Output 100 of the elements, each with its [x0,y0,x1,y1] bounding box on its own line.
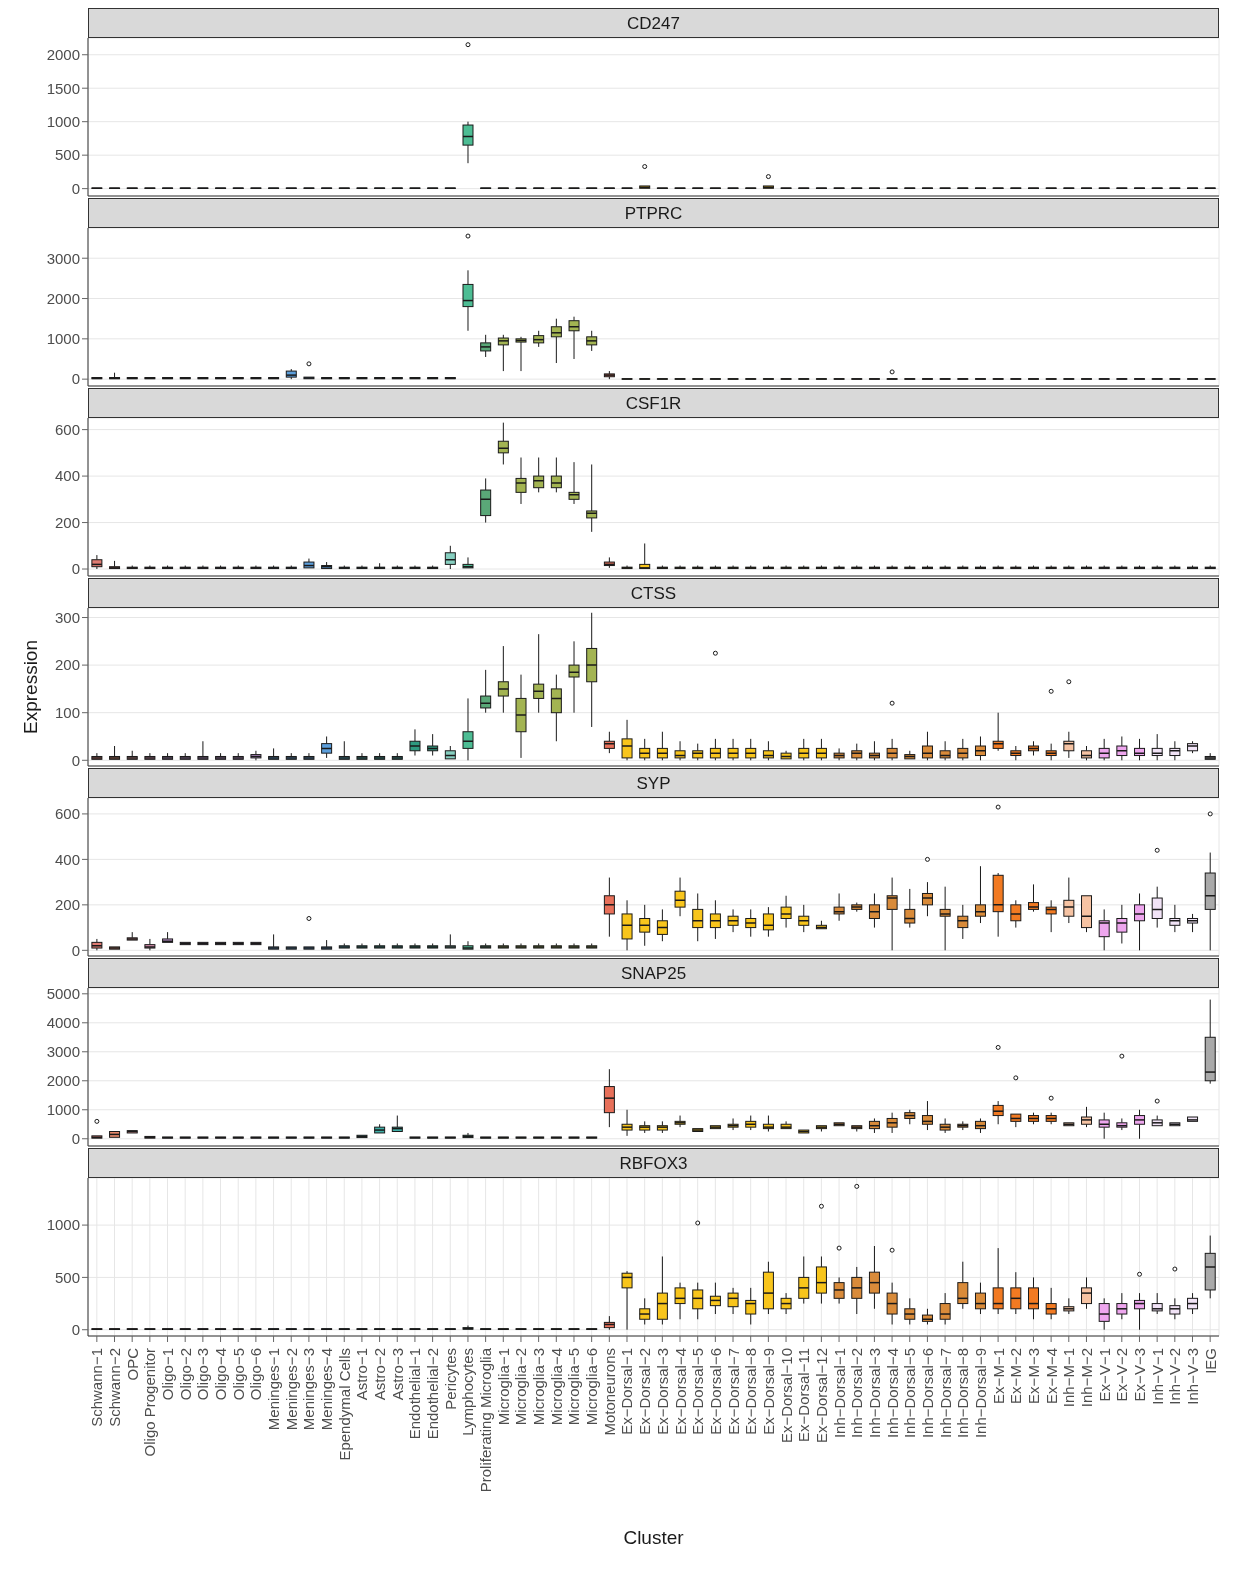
x-tick-label: Meninges−2 [282,1348,300,1431]
chart-title: SYP [88,768,1219,798]
x-tick-label: Meninges−3 [300,1348,318,1431]
x-tick-label: Inh−Dorsal−8 [954,1348,972,1439]
y-tick-label: 3000 [46,249,80,267]
x-tick-label: Inh−M−2 [1077,1348,1095,1408]
x-tick-label: Microglia−2 [512,1348,530,1426]
x-tick-label: Inh−M−1 [1060,1348,1078,1408]
x-tick-label: Oligo Progenitor [141,1348,159,1457]
x-tick-label: Microglia−1 [494,1348,512,1426]
y-tick-label: 2000 [46,46,80,64]
y-tick-label: 2000 [46,1072,80,1090]
x-tick-label: Schwann−2 [106,1348,124,1427]
x-tick-label: Inh−Dorsal−7 [936,1348,954,1439]
x-tick-label: Inh−Dorsal−1 [830,1348,848,1439]
x-tick-label: Meninges−4 [318,1348,336,1431]
x-tick-label: Ex−Dorsal−3 [653,1348,671,1435]
x-tick-label: Inh−V−2 [1166,1348,1184,1405]
y-tick-label: 1000 [46,1216,80,1234]
x-tick-label: Oligo−2 [176,1348,194,1401]
y-tick-label: 200 [54,656,80,674]
x-tick-label: OPC [123,1347,141,1381]
x-tick-label: Inh−Dorsal−9 [971,1348,989,1439]
x-tick-label: Ex−V−1 [1095,1348,1113,1402]
x-tick-label: Inh−V−3 [1183,1348,1201,1405]
x-tick-label: Astro−2 [371,1348,389,1401]
x-tick-label: Lymphocytes [459,1348,477,1436]
y-axis-title: Expression [19,640,41,734]
x-tick-label: Oligo−6 [247,1348,265,1401]
x-tick-label: Proliferating Microglia [477,1347,495,1493]
x-tick-label: Inh−Dorsal−2 [848,1348,866,1439]
y-tick-label: 300 [54,608,80,626]
x-tick-label: Microglia−6 [583,1348,601,1426]
y-tick-label: 0 [71,179,80,197]
y-tick-label: 100 [54,704,80,722]
x-tick-label: Ex−Dorsal−2 [636,1348,654,1435]
y-tick-label: 0 [71,1321,80,1339]
x-tick-label: Inh−Dorsal−3 [865,1348,883,1439]
chart-title: CSF1R [88,388,1219,418]
y-tick-label: 1000 [46,113,80,131]
x-tick-label: Endothelial−2 [424,1348,442,1440]
x-tick-label: Ex−Dorsal−10 [777,1348,795,1444]
x-tick-label: Ex−Dorsal−1 [618,1348,636,1435]
x-tick-label: Meninges−1 [265,1348,283,1431]
x-tick-label: Ex−Dorsal−9 [759,1348,777,1435]
x-tick-label: Inh−Dorsal−6 [918,1348,936,1439]
x-tick-label: Ex−V−2 [1113,1348,1131,1402]
y-tick-label: 0 [71,941,80,959]
y-tick-label: 2000 [46,289,80,307]
x-tick-label: Astro−3 [388,1348,406,1401]
chart-title: SNAP25 [88,958,1219,988]
y-tick-label: 600 [54,805,80,823]
x-tick-label: Inh−Dorsal−4 [883,1348,901,1439]
chart-title: CD247 [88,8,1219,38]
x-tick-label: Ex−Dorsal−8 [742,1348,760,1435]
x-tick-label: Inh−Dorsal−5 [901,1348,919,1439]
x-axis-title: Cluster [623,1527,685,1548]
y-tick-label: 3000 [46,1043,80,1061]
x-tick-label: Microglia−3 [530,1348,548,1426]
x-tick-label: Pericytes [441,1348,459,1410]
x-tick-label: Ex−Dorsal−5 [689,1348,707,1435]
x-tick-label: Ex−M−2 [1007,1348,1025,1404]
x-tick-label: Ex−Dorsal−7 [724,1348,742,1435]
x-tick-label: Oligo−5 [229,1348,247,1401]
x-tick-label: Microglia−5 [565,1348,583,1426]
x-tick-label: Endothelial−1 [406,1348,424,1440]
chart-title: RBFOX3 [88,1148,1219,1178]
y-tick-label: 0 [71,560,80,578]
y-tick-label: 0 [71,1130,80,1148]
y-tick-label: 200 [54,896,80,914]
x-tick-label: Inh−V−1 [1148,1348,1166,1405]
x-tick-label: Motoneurons [600,1348,618,1436]
x-tick-label: Schwann−1 [88,1348,106,1427]
x-tick-label: Oligo−1 [159,1348,177,1401]
x-tick-label: Ex−Dorsal−12 [812,1348,830,1444]
x-tick-label: Ependymal Cells [335,1348,353,1461]
y-tick-label: 0 [71,370,80,388]
y-tick-label: 4000 [46,1014,80,1032]
x-tick-label: Ex−M−1 [989,1348,1007,1404]
y-tick-label: 400 [54,850,80,868]
x-tick-label: Oligo−4 [212,1348,230,1401]
x-tick-label: Ex−M−4 [1042,1348,1060,1404]
y-tick-label: 600 [54,420,80,438]
x-tick-label: Astro−1 [353,1348,371,1401]
y-tick-label: 500 [54,146,80,164]
y-tick-label: 1500 [46,79,80,97]
y-tick-label: 500 [54,1268,80,1286]
x-tick-label: Ex−V−3 [1130,1348,1148,1402]
y-tick-label: 400 [54,467,80,485]
x-tick-label: Ex−Dorsal−4 [671,1348,689,1435]
chart-title: PTPRC [88,198,1219,228]
x-tick-label: Microglia−4 [547,1348,565,1426]
x-tick-label: IEG [1201,1348,1219,1374]
x-tick-label: Ex−Dorsal−11 [795,1348,813,1442]
chart-title: CTSS [88,578,1219,608]
x-tick-label: Ex−M−3 [1024,1348,1042,1404]
y-tick-label: 1000 [46,330,80,348]
y-tick-label: 1000 [46,1101,80,1119]
y-tick-label: 5000 [46,985,80,1003]
x-tick-label: Oligo−3 [194,1348,212,1401]
